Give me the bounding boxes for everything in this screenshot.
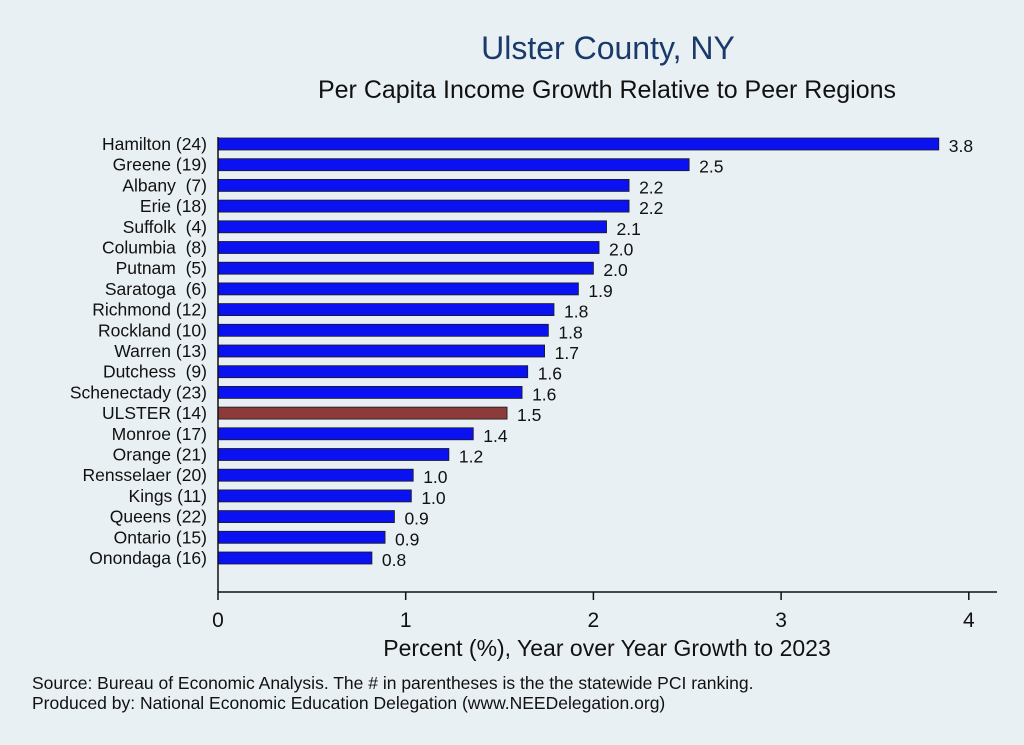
chart-title: Ulster County, NY xyxy=(481,30,735,66)
bar-17 xyxy=(217,489,412,503)
category-label-20: Onondaga (16) xyxy=(89,548,207,568)
value-label-15: 1.2 xyxy=(459,447,483,467)
category-label-11: Dutchess (9) xyxy=(103,362,207,382)
category-label-8: Richmond (12) xyxy=(92,300,207,320)
value-label-14: 1.4 xyxy=(483,426,508,446)
bar-2 xyxy=(217,178,630,192)
source-note: Source: Bureau of Economic Analysis. The… xyxy=(32,673,753,693)
value-label-9: 1.8 xyxy=(558,322,582,342)
value-label-5: 2.0 xyxy=(609,240,634,260)
x-axis-ticks: 0 1 2 3 4 xyxy=(212,592,975,632)
category-labels: Hamilton (24)Greene (19)Albany (7)Erie (… xyxy=(70,134,207,568)
bar-20 xyxy=(217,551,373,565)
bar-3 xyxy=(217,199,630,213)
producer-note: Produced by: National Economic Education… xyxy=(32,693,665,713)
category-label-10: Warren (13) xyxy=(114,341,207,361)
value-label-3: 2.2 xyxy=(639,198,663,218)
bar-7 xyxy=(217,282,579,296)
bar-10 xyxy=(217,344,545,358)
value-label-16: 1.0 xyxy=(423,467,448,487)
category-label-2: Albany (7) xyxy=(122,175,207,195)
value-label-1: 2.5 xyxy=(699,157,723,177)
bar-15 xyxy=(217,448,450,461)
value-label-19: 0.9 xyxy=(395,529,419,549)
bar-0 xyxy=(217,137,940,151)
bar-5 xyxy=(217,241,600,254)
bar-13 xyxy=(217,406,508,420)
value-label-7: 1.9 xyxy=(588,281,612,301)
bar-4 xyxy=(217,220,607,234)
bar-19 xyxy=(217,530,386,544)
category-label-9: Rockland (10) xyxy=(98,320,207,340)
category-label-16: Rensselaer (20) xyxy=(83,465,208,485)
category-label-13: ULSTER (14) xyxy=(102,403,207,423)
bar-16 xyxy=(217,468,414,482)
category-label-17: Kings (11) xyxy=(129,486,207,506)
x-tick-label-0: 0 xyxy=(212,609,224,632)
value-label-17: 1.0 xyxy=(421,488,446,508)
bar-14 xyxy=(217,427,474,441)
category-label-12: Schenectady (23) xyxy=(70,382,207,402)
value-label-12: 1.6 xyxy=(532,384,556,404)
bar-11 xyxy=(217,365,529,379)
bar-18 xyxy=(217,510,395,524)
value-label-6: 2.0 xyxy=(603,260,628,280)
x-tick-label-4: 4 xyxy=(963,609,975,632)
value-label-13: 1.5 xyxy=(517,405,541,425)
chart-subtitle: Per Capita Income Growth Relative to Pee… xyxy=(318,76,896,104)
category-label-3: Erie (18) xyxy=(140,196,207,216)
category-label-5: Columbia (8) xyxy=(102,238,207,258)
x-tick-label-1: 1 xyxy=(400,609,412,632)
value-label-10: 1.7 xyxy=(555,343,579,363)
category-label-18: Queens (22) xyxy=(110,507,207,527)
category-label-15: Orange (21) xyxy=(113,445,207,465)
category-label-1: Greene (19) xyxy=(113,155,207,175)
value-label-20: 0.8 xyxy=(382,550,406,570)
category-label-4: Suffolk (4) xyxy=(123,217,207,237)
category-label-7: Saratoga (6) xyxy=(105,279,207,299)
value-labels: 3.82.52.22.22.12.02.01.91.81.81.71.61.61… xyxy=(382,136,973,570)
category-label-14: Monroe (17) xyxy=(112,424,207,444)
category-label-19: Ontario (15) xyxy=(114,527,207,547)
value-label-4: 2.1 xyxy=(617,219,641,239)
x-axis-label: Percent (%), Year over Year Growth to 20… xyxy=(383,635,831,661)
category-label-0: Hamilton (24) xyxy=(102,134,207,154)
bar-8 xyxy=(217,303,555,317)
value-label-11: 1.6 xyxy=(538,364,562,384)
bar-12 xyxy=(217,385,523,399)
x-tick-label-2: 2 xyxy=(588,609,600,632)
category-label-6: Putnam (5) xyxy=(116,258,207,278)
value-label-18: 0.9 xyxy=(404,509,428,529)
value-label-0: 3.8 xyxy=(949,136,973,156)
bar-1 xyxy=(217,158,690,172)
value-label-8: 1.8 xyxy=(564,302,588,322)
value-label-2: 2.2 xyxy=(639,177,663,197)
bar-6 xyxy=(217,261,594,275)
x-tick-label-3: 3 xyxy=(775,609,787,632)
bar-9 xyxy=(217,323,549,337)
